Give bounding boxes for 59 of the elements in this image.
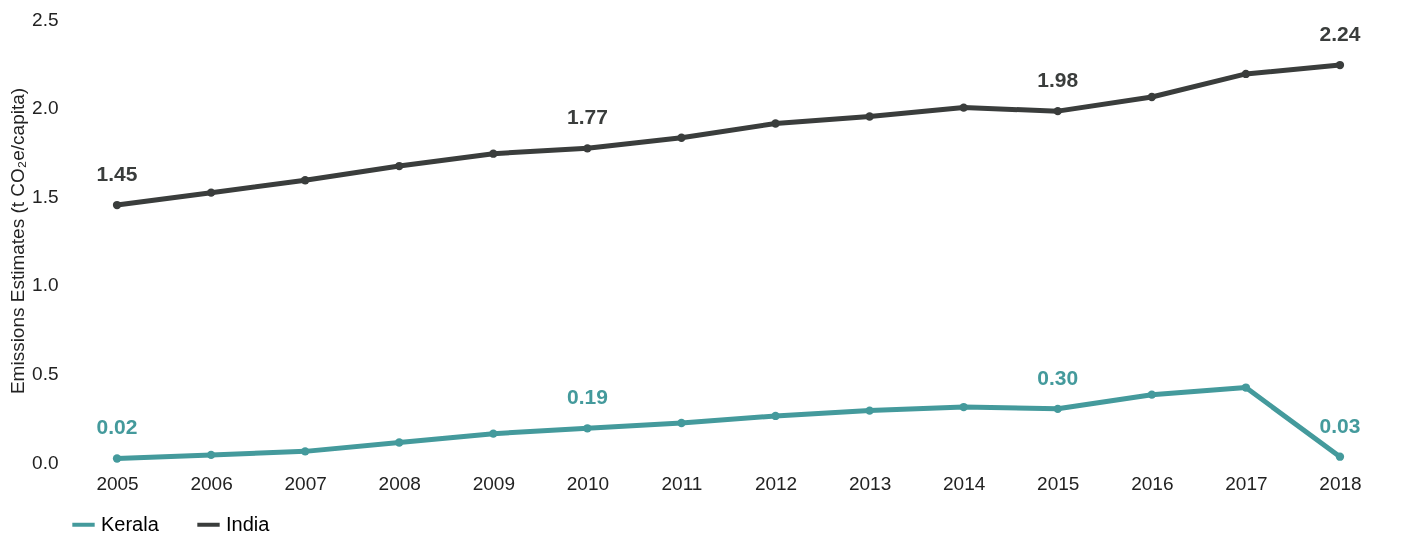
point xyxy=(865,406,874,415)
point xyxy=(771,411,780,421)
point xyxy=(1053,404,1062,414)
x-tick-label: 2005 xyxy=(96,472,139,494)
point xyxy=(959,402,968,412)
x-tick-label: 2017 xyxy=(1225,472,1268,494)
data-label: 1.98 xyxy=(1037,68,1079,92)
point xyxy=(301,447,310,456)
point xyxy=(1335,60,1345,70)
point xyxy=(206,188,216,197)
point xyxy=(112,200,122,210)
point xyxy=(112,454,122,463)
x-tick-label: 2010 xyxy=(566,472,610,494)
y-axis-title: Emissions Estimates (t CO₂e/capita) xyxy=(7,87,29,395)
point xyxy=(583,424,592,433)
x-tick-label: 2007 xyxy=(284,472,327,494)
x-tick-label: 2008 xyxy=(378,472,421,494)
y-tick-label: 0.0 xyxy=(32,451,59,473)
data-label: 0.02 xyxy=(96,415,138,439)
legend-label: India xyxy=(226,512,271,535)
x-tick-label: 2016 xyxy=(1131,472,1174,494)
point xyxy=(1053,106,1062,116)
point xyxy=(959,103,968,112)
point xyxy=(301,176,310,185)
y-tick-label: 1.5 xyxy=(32,185,59,207)
y-tick-label: 2.5 xyxy=(32,8,59,30)
point xyxy=(1241,69,1251,79)
x-tick-label: 2018 xyxy=(1319,472,1362,494)
data-label: 2.24 xyxy=(1319,22,1361,46)
x-tick-label: 2012 xyxy=(754,472,798,494)
point xyxy=(865,112,874,121)
x-tick-label: 2011 xyxy=(661,472,703,494)
point xyxy=(1335,452,1345,461)
point xyxy=(1241,383,1251,392)
data-label: 1.45 xyxy=(96,162,138,186)
x-tick-label: 2015 xyxy=(1037,472,1080,494)
x-tick-label: 2013 xyxy=(848,472,892,494)
y-tick-label: 0.5 xyxy=(32,362,59,384)
data-label: 0.19 xyxy=(566,385,608,409)
y-tick-label: 1.0 xyxy=(32,274,59,296)
point xyxy=(677,418,686,428)
point xyxy=(1147,92,1156,102)
point xyxy=(771,119,780,128)
point xyxy=(395,438,404,447)
x-tick-label: 2009 xyxy=(472,472,515,494)
point xyxy=(583,144,592,153)
point xyxy=(1147,390,1156,399)
point xyxy=(206,450,216,460)
x-tick-label: 2014 xyxy=(943,472,986,494)
data-label: 1.77 xyxy=(566,105,608,129)
legend-label: Kerala xyxy=(101,512,160,535)
point xyxy=(677,133,686,142)
data-label: 0.03 xyxy=(1319,413,1361,437)
y-tick-label: 2.0 xyxy=(32,97,59,119)
point xyxy=(395,161,404,171)
x-tick-label: 2006 xyxy=(190,472,233,494)
point xyxy=(489,149,498,158)
data-label: 0.30 xyxy=(1037,365,1079,389)
point xyxy=(489,429,498,438)
